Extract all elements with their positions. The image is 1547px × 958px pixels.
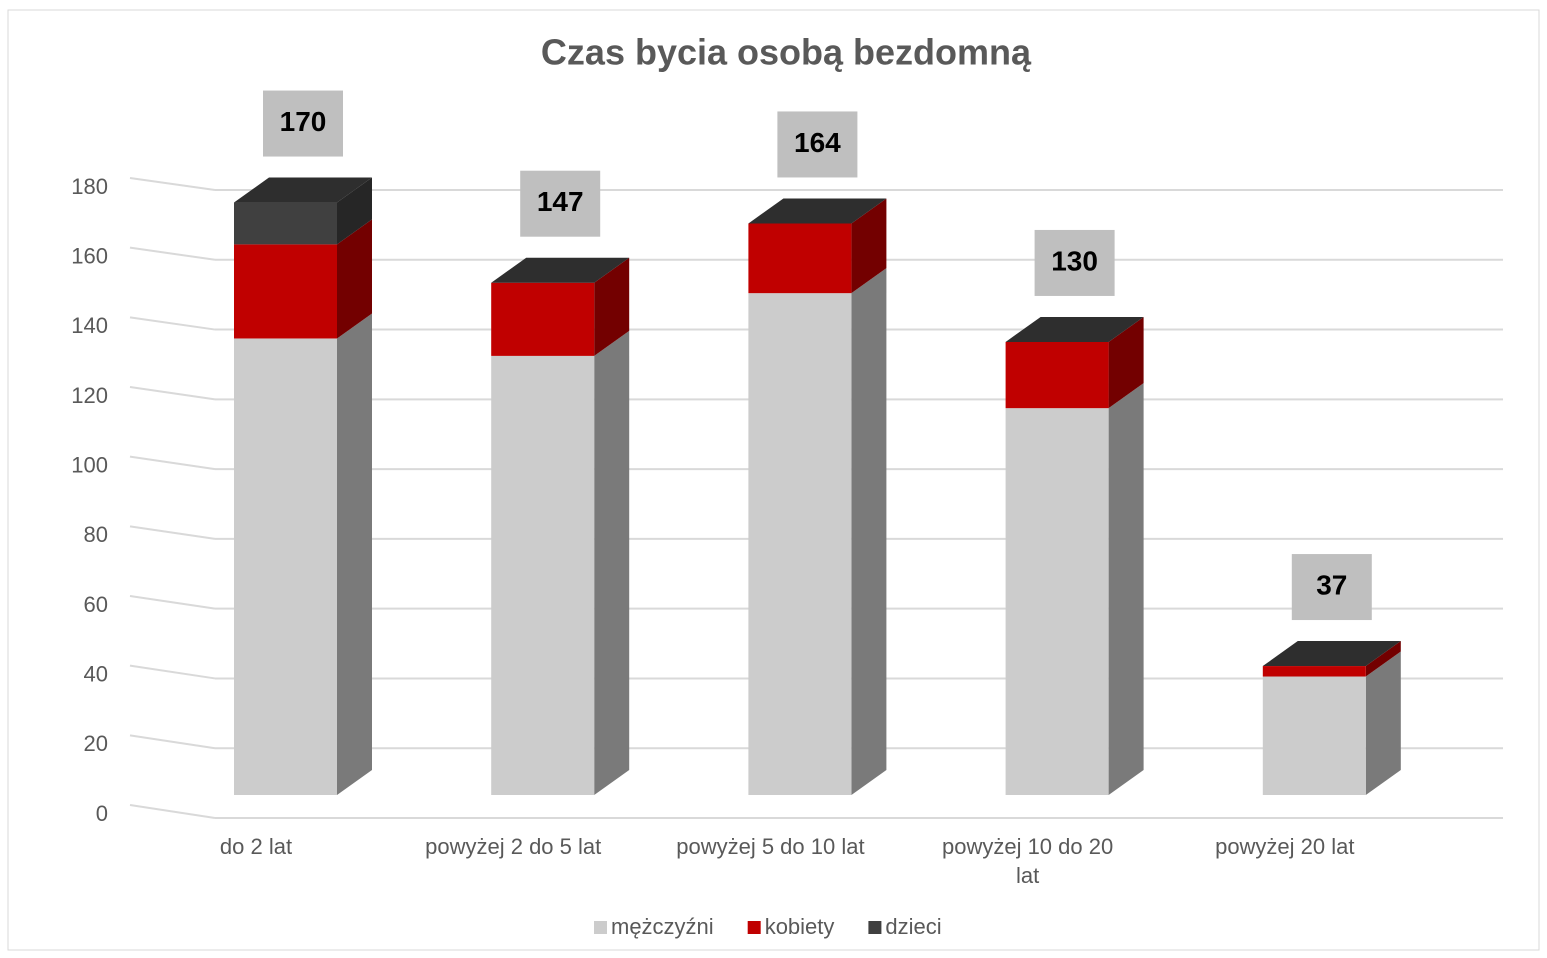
bar-side <box>851 198 887 294</box>
y-tick-label: 80 <box>84 522 108 547</box>
x-tick-label: powyżej 5 do 10 lat <box>676 834 865 859</box>
bar-top <box>1262 641 1401 667</box>
legend-label: dzieci <box>885 914 941 939</box>
grid-line-side <box>129 455 216 471</box>
grid-line-side <box>129 316 216 331</box>
bar-segment <box>491 282 595 356</box>
legend-label: kobiety <box>765 914 835 939</box>
bar-segment <box>1262 676 1366 795</box>
total-label-box <box>777 111 858 178</box>
y-tick-label: 140 <box>71 313 108 338</box>
total-label: 164 <box>794 127 841 158</box>
bar-top <box>234 177 372 203</box>
bar-side <box>337 177 372 245</box>
bar-segment <box>1005 408 1109 795</box>
bar-side <box>594 257 630 356</box>
bar-side <box>337 219 372 339</box>
bar-segment <box>1005 341 1109 409</box>
bar-top <box>491 257 630 283</box>
x-tick-label: powyżej 20 lat <box>1215 834 1355 859</box>
total-label: 130 <box>1051 245 1098 276</box>
bar-segment <box>1262 666 1366 677</box>
bar-segment <box>234 338 337 795</box>
grid-line-side <box>129 177 216 191</box>
total-label-box <box>1034 229 1115 296</box>
y-tick-label: 100 <box>71 452 108 477</box>
y-tick-label: 0 <box>96 801 108 826</box>
legend-label: mężczyźni <box>611 914 714 939</box>
total-label-box <box>520 170 601 237</box>
bar-segment <box>748 293 852 795</box>
bar-side <box>851 268 887 795</box>
legend-swatch <box>594 921 607 934</box>
y-tick-label: 120 <box>71 383 108 408</box>
y-tick-label: 180 <box>71 174 108 199</box>
bar-side <box>1365 651 1401 795</box>
bar-segment <box>491 355 595 795</box>
bar-side <box>1108 383 1144 795</box>
bar-side <box>337 313 372 795</box>
y-tick-label: 60 <box>84 592 108 617</box>
grid-line-side <box>129 664 216 680</box>
total-label: 170 <box>280 106 327 137</box>
bar-side <box>1108 316 1144 409</box>
chart-title: Czas bycia osobą bezdomną <box>541 32 1032 73</box>
grid-line-side <box>129 734 216 750</box>
grid-line-side <box>129 804 216 819</box>
bar-segment <box>748 223 852 294</box>
bar-top <box>1005 316 1144 342</box>
x-tick-label: powyżej 2 do 5 lat <box>425 834 602 859</box>
bar-segment <box>234 202 337 245</box>
total-label: 37 <box>1316 569 1347 600</box>
grid-line-side <box>129 525 216 540</box>
total-label-box <box>263 90 343 157</box>
total-label: 147 <box>537 186 584 217</box>
legend-swatch <box>747 921 761 934</box>
grid-line-side <box>129 246 216 261</box>
grid-line-side <box>129 595 216 610</box>
x-tick-label: do 2 lat <box>219 834 293 859</box>
x-tick-label: powyżej 10 do 20 lat <box>941 834 1114 888</box>
bar-segment <box>234 244 337 339</box>
bar-side <box>1365 641 1401 677</box>
bar-side <box>594 330 630 795</box>
y-tick-label: 40 <box>84 661 108 686</box>
chart-border <box>7 9 1540 951</box>
y-tick-label: 160 <box>71 243 108 268</box>
y-tick-label: 20 <box>84 731 108 756</box>
legend-swatch <box>868 921 882 934</box>
bar-top <box>748 198 887 224</box>
total-label-box <box>1291 554 1372 621</box>
grid-line-side <box>129 386 216 401</box>
